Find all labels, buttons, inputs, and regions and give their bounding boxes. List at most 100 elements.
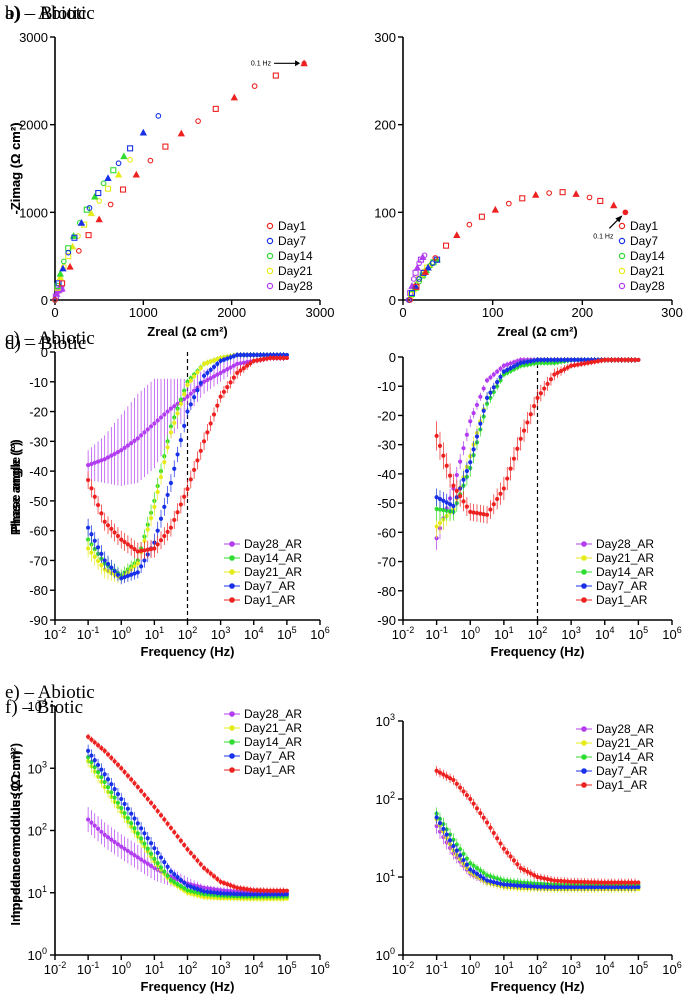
x-tick-exp: 4 [609, 625, 614, 635]
data-point [572, 190, 580, 197]
data-point [155, 808, 160, 814]
data-point [205, 430, 210, 435]
data-point [519, 195, 526, 202]
data-point [231, 884, 236, 889]
data-point [532, 358, 537, 363]
x-axis-label: Frequency (Hz) [141, 979, 235, 994]
data-point [122, 575, 127, 580]
data-point [437, 520, 443, 526]
legend-marker [266, 237, 274, 245]
data-point [142, 792, 147, 798]
x-tick-exp: 4 [258, 625, 263, 635]
annotation-label: 0.1 Hz [593, 233, 614, 240]
data-point [145, 861, 150, 866]
data-point [235, 352, 240, 358]
data-point [162, 817, 167, 822]
data-point [92, 554, 97, 559]
data-point [231, 891, 236, 897]
data-point [155, 113, 162, 119]
data-point [518, 883, 523, 888]
data-point [488, 375, 493, 380]
data-point [454, 488, 459, 493]
data-point [99, 775, 104, 780]
data-point [632, 885, 638, 890]
data-point [521, 867, 527, 872]
data-point [135, 821, 140, 826]
data-point [458, 847, 463, 852]
data-point [595, 358, 601, 364]
data-point [95, 558, 101, 564]
data-point [251, 352, 256, 358]
data-point [168, 525, 174, 530]
data-point [231, 375, 236, 380]
y-axis-label: Impedance modulus (Ω cm²) [8, 750, 23, 925]
data-point [221, 357, 227, 362]
data-point [192, 854, 197, 859]
x-tick-base: 10 [494, 962, 508, 977]
series-Day1 [407, 189, 629, 303]
legend-marker [581, 555, 587, 561]
y-tick-label: -70 [377, 555, 396, 570]
data-point [175, 510, 180, 515]
data-point [432, 255, 439, 261]
x-tick-label: 105 [277, 960, 296, 977]
data-point [55, 280, 62, 287]
data-point [471, 801, 476, 806]
x-tick-label: 102 [528, 625, 547, 642]
x-tick-base: 10 [629, 627, 643, 642]
legend-entry: Day14_AR [244, 735, 302, 749]
y-axis-label: Phase angle (°) [8, 442, 23, 535]
data-point [444, 463, 449, 468]
data-point [205, 370, 210, 375]
data-point [139, 857, 144, 862]
x-tick-exp: 6 [677, 960, 682, 970]
data-point [139, 826, 144, 831]
data-point [437, 770, 443, 775]
data-point [105, 455, 111, 460]
data-point [145, 547, 150, 552]
data-point [125, 443, 130, 448]
data-point [495, 876, 500, 881]
x-tick-base: 10 [425, 962, 439, 977]
data-point [109, 565, 114, 570]
data-point [592, 885, 597, 890]
y-tick-label: -60 [377, 525, 396, 540]
data-point [484, 378, 490, 383]
data-point [609, 357, 614, 363]
x-tick-exp: -1 [91, 960, 99, 970]
data-point [211, 874, 217, 879]
data-point [464, 468, 469, 474]
data-point [546, 190, 553, 196]
x-tick-label: 103 [211, 625, 230, 642]
x-tick-exp: -1 [440, 960, 448, 970]
data-point [559, 189, 566, 196]
series-Day1 [52, 59, 308, 303]
data-point [208, 367, 213, 372]
data-point [268, 355, 273, 361]
x-tick-exp: 0 [475, 960, 480, 970]
data-point [626, 357, 631, 363]
x-tick-exp: 2 [542, 960, 547, 970]
x-tick-exp: 2 [192, 625, 197, 635]
data-point [511, 858, 517, 863]
data-point [56, 273, 64, 281]
data-point [129, 572, 134, 577]
data-point [211, 364, 217, 369]
x-tick-exp: 3 [225, 625, 230, 635]
data-point [511, 456, 517, 461]
legend-entry: Day1 [278, 219, 306, 233]
x-tick-exp: 5 [643, 625, 648, 635]
data-point [565, 879, 570, 884]
data-point [215, 887, 220, 892]
data-point [99, 458, 104, 463]
panel-title: d) – Biotic [5, 333, 86, 354]
data-point [158, 855, 164, 860]
data-point [508, 366, 513, 371]
data-point [145, 846, 150, 851]
legend-entry: Day28_AR [244, 707, 302, 721]
data-point [599, 358, 604, 363]
y-tick-label: 103 [28, 759, 47, 776]
x-tick-base: 10 [461, 627, 475, 642]
data-point [274, 892, 280, 897]
y-tick-label: -10 [377, 379, 396, 394]
